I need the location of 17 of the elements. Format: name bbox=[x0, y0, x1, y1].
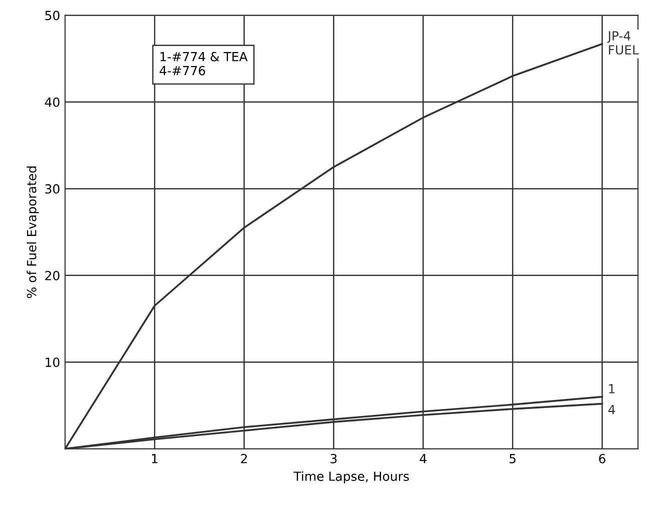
y-tick-label: 50 bbox=[45, 10, 60, 20]
y-tick-label: 10 bbox=[46, 358, 60, 368]
annotation: 1-#774 & TEA 4-#776 bbox=[160, 52, 248, 76]
x-tick-label: 5 bbox=[510, 454, 516, 464]
series-label: JP-4 FUEL bbox=[607, 31, 639, 55]
y-tick-label: 30 bbox=[45, 184, 60, 194]
series-label: 1 bbox=[609, 384, 615, 394]
x-tick-label: 6 bbox=[599, 454, 606, 464]
y-tick-label: 40 bbox=[44, 97, 60, 107]
y-tick-label: 20 bbox=[45, 270, 60, 280]
x-tick-label: 2 bbox=[241, 454, 247, 464]
x-tick-label: 1 bbox=[152, 454, 158, 464]
x-tick-label: 4 bbox=[420, 454, 426, 464]
y-axis-title: % of Fuel Evaporated bbox=[26, 166, 39, 298]
series-label: 4 bbox=[608, 404, 615, 414]
x-axis-title: Time Lapse, Hours bbox=[294, 471, 409, 484]
x-tick-label: 3 bbox=[330, 454, 337, 464]
